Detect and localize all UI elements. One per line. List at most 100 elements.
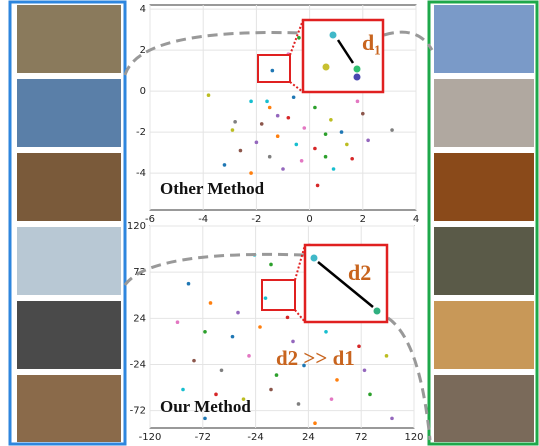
point — [207, 93, 211, 97]
point — [281, 167, 285, 171]
y-tick-label: -2 — [136, 127, 146, 138]
point — [292, 95, 296, 99]
x-tick-label: -24 — [247, 432, 263, 443]
y-tick-label: 24 — [133, 313, 146, 324]
figure: -6-4-2024-4-2024Other Method-120-72-2424… — [0, 0, 539, 446]
y-tick-label: -4 — [136, 168, 146, 179]
photo — [17, 301, 121, 369]
point — [276, 114, 280, 118]
point — [324, 132, 328, 136]
point — [275, 373, 279, 377]
point — [269, 263, 273, 267]
point — [223, 163, 227, 167]
point — [357, 344, 361, 348]
point — [268, 106, 272, 110]
point — [291, 340, 295, 344]
x-tick-label: 120 — [404, 432, 423, 443]
photo — [434, 153, 534, 221]
photo — [17, 153, 121, 221]
inset-point — [354, 74, 361, 81]
photo — [434, 375, 534, 442]
point — [181, 388, 185, 392]
point — [233, 120, 237, 124]
x-tick-label: -6 — [145, 214, 155, 225]
distance-label: d2 — [348, 260, 371, 285]
point — [236, 311, 240, 315]
point — [350, 157, 354, 161]
point — [316, 184, 320, 188]
point — [368, 393, 372, 397]
x-tick-label: -72 — [195, 432, 211, 443]
x-tick-label: 24 — [302, 432, 315, 443]
point — [203, 417, 207, 421]
point — [385, 354, 389, 358]
point — [220, 368, 224, 372]
point — [271, 69, 275, 73]
point — [258, 325, 262, 329]
photo — [434, 5, 534, 73]
point — [300, 159, 304, 163]
point — [390, 417, 394, 421]
point — [330, 397, 334, 401]
point — [269, 388, 273, 392]
point — [361, 112, 365, 116]
left-photos — [17, 5, 121, 442]
point — [332, 167, 336, 171]
inset-point — [374, 308, 381, 315]
point — [313, 421, 317, 425]
comparison-label: d2 >> d1 — [276, 346, 355, 370]
inset-point — [354, 66, 361, 73]
point — [203, 330, 207, 334]
method-label: Our Method — [160, 397, 251, 416]
photo — [17, 227, 121, 295]
y-tick-label: 4 — [140, 4, 146, 15]
point — [363, 368, 367, 372]
method-label: Other Method — [160, 179, 265, 198]
point — [286, 316, 290, 320]
point — [356, 100, 360, 104]
photo — [17, 375, 121, 442]
point — [329, 118, 333, 122]
point — [302, 126, 306, 130]
point — [239, 149, 243, 153]
point — [214, 393, 218, 397]
inset-point — [323, 64, 330, 71]
point — [249, 171, 253, 175]
point — [340, 130, 344, 134]
point — [313, 106, 317, 110]
photo — [17, 79, 121, 147]
point — [313, 147, 317, 151]
point — [297, 36, 301, 40]
y-tick-label: 120 — [127, 221, 146, 232]
x-tick-label: -2 — [251, 214, 261, 225]
x-tick-label: -120 — [139, 432, 162, 443]
point — [295, 143, 299, 147]
point — [231, 128, 235, 132]
point — [276, 134, 280, 138]
point — [268, 155, 272, 159]
x-tick-label: 4 — [413, 214, 419, 225]
point — [260, 122, 264, 126]
photo — [434, 227, 534, 295]
point — [324, 155, 328, 159]
point — [192, 359, 196, 363]
photo — [434, 301, 534, 369]
y-tick-label: 0 — [140, 86, 146, 97]
point — [335, 378, 339, 382]
photo — [434, 79, 534, 147]
point — [255, 141, 259, 145]
photo — [17, 5, 121, 73]
point — [176, 320, 180, 324]
point — [345, 143, 349, 147]
y-tick-label: -24 — [130, 360, 146, 371]
point — [231, 335, 235, 339]
point — [390, 128, 394, 132]
y-tick-label: 2 — [140, 45, 146, 56]
right-photos — [434, 5, 534, 442]
point — [264, 296, 268, 300]
point — [187, 282, 191, 286]
point — [297, 402, 301, 406]
inset-point — [311, 255, 318, 262]
x-tick-label: -4 — [198, 214, 208, 225]
point — [366, 139, 370, 143]
